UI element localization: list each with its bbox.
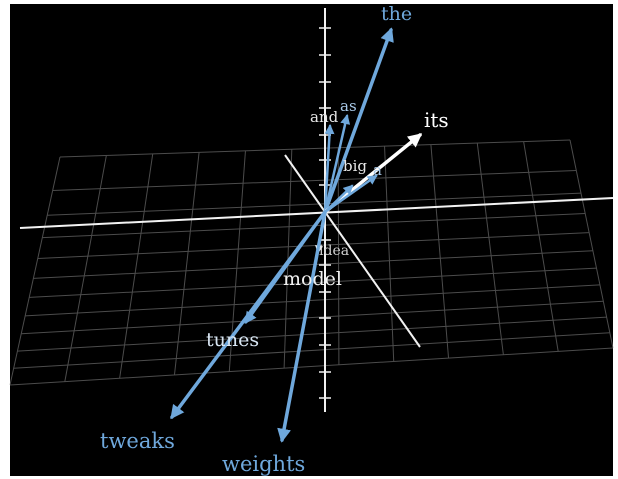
grid-line-depth: [476, 143, 504, 355]
grid-line-horizontal: [52, 170, 577, 191]
label-tunes: tunes: [206, 329, 259, 351]
grid-line-depth: [119, 153, 154, 379]
vector-weights: [277, 210, 327, 443]
vector-as: [323, 114, 351, 214]
label-idea: idea: [319, 243, 349, 259]
label-a: a: [373, 161, 382, 179]
z-axis: [284, 154, 421, 348]
grid-line-horizontal: [37, 232, 590, 260]
grid-line-horizontal: [21, 300, 604, 335]
x-axis: [19, 197, 614, 229]
grid-line-horizontal: [9, 347, 614, 386]
grid-line-horizontal: [13, 332, 610, 369]
grid-line-depth: [430, 144, 450, 359]
grid-line-horizontal: [17, 316, 607, 352]
grid-line-depth: [337, 147, 340, 365]
vector-the: [323, 27, 394, 214]
label-as: as: [340, 97, 357, 115]
grid-line-depth: [569, 139, 614, 349]
grid-line-horizontal: [59, 139, 571, 158]
axis-ticks: [319, 27, 331, 399]
label-and: and: [310, 108, 339, 126]
grid-line-depth: [9, 156, 61, 386]
label-model: model: [283, 268, 342, 290]
grid-line-horizontal: [25, 284, 600, 317]
vector-its: [323, 133, 423, 214]
label-the: the: [381, 3, 412, 25]
label-weights: weights: [222, 452, 305, 476]
grid-line-depth: [523, 141, 559, 352]
label-big: big: [343, 157, 367, 175]
label-its: its: [424, 108, 449, 132]
grid-line-horizontal: [47, 192, 582, 216]
canvas-background: [10, 4, 613, 476]
vector-and: [323, 124, 335, 214]
label-tweaks: tweaks: [100, 429, 175, 453]
grid-line-depth: [384, 146, 395, 362]
grid-line-horizontal: [33, 250, 593, 279]
grid-line-depth: [173, 152, 200, 375]
vector-tweaks: [170, 210, 327, 420]
vector-a: [323, 174, 378, 214]
grid-line-depth: [64, 155, 107, 382]
